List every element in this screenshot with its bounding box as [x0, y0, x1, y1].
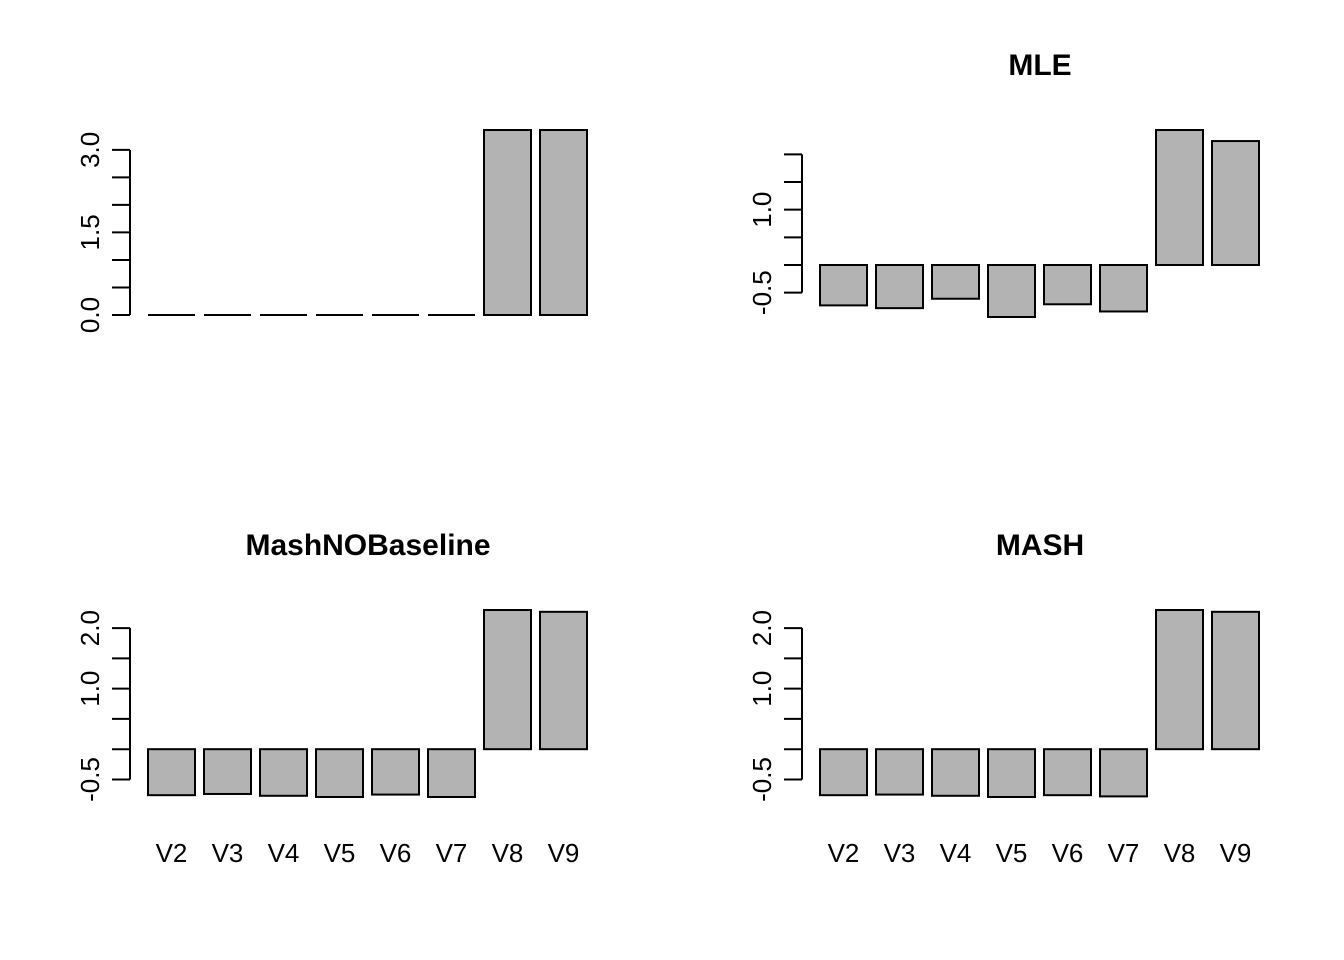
- x-category-label: V4: [268, 838, 300, 868]
- x-category-label: V9: [1220, 838, 1252, 868]
- bar-V8: [1155, 129, 1204, 266]
- x-category-label: V4: [940, 838, 972, 868]
- bar-V4: [259, 748, 308, 797]
- bar-V8: [483, 609, 532, 751]
- x-category-label: V2: [156, 838, 188, 868]
- y-tick-label: 1.5: [75, 214, 105, 250]
- bar-V5: [987, 263, 1036, 318]
- bar-V7: [1099, 748, 1148, 798]
- panel-4: MASH -0.5 1.0 2.0 V2 V3 V4 V5 V6 V7 V8 V9: [747, 529, 1260, 868]
- bar-V7: [1099, 263, 1148, 313]
- x-category-label: V3: [884, 838, 916, 868]
- panel-title: MLE: [1008, 49, 1071, 82]
- bar-V8: [1155, 609, 1204, 751]
- chart-panels: 0.0 1.5 3.0 MLE -0.5 1.0 MashNOBaseline -0.5 1.0…: [75, 49, 1260, 868]
- y-tick-label: 3.0: [75, 132, 105, 168]
- x-category-label: V8: [492, 838, 524, 868]
- bar-V6: [1043, 748, 1092, 797]
- x-category-label: V6: [1052, 838, 1084, 868]
- bar-V3: [203, 748, 252, 795]
- bar-V5: [315, 748, 364, 798]
- bar-V2: [819, 748, 868, 797]
- x-category-label: V5: [996, 838, 1028, 868]
- panel-title: MASH: [996, 529, 1084, 562]
- y-tick-label: -0.5: [747, 757, 777, 802]
- x-category-label: V2: [828, 838, 860, 868]
- bar-V2: [819, 263, 868, 307]
- bar-V9: [539, 129, 588, 316]
- x-category-label: V3: [212, 838, 244, 868]
- bar-V8: [483, 129, 532, 316]
- bar-V4: [931, 748, 980, 797]
- panel-1: 0.0 1.5 3.0: [75, 129, 588, 333]
- bar-V3: [875, 748, 924, 796]
- bar-V2: [147, 748, 196, 797]
- bar-V4: [931, 263, 980, 300]
- x-category-label: V7: [1108, 838, 1140, 868]
- y-tick-label: 1.0: [75, 671, 105, 707]
- y-tick-label: 1.0: [747, 671, 777, 707]
- x-category-label: V5: [324, 838, 356, 868]
- panel-2: MLE -0.5 1.0: [747, 49, 1260, 318]
- bar-V9: [1211, 610, 1260, 751]
- y-tick-label: 2.0: [747, 610, 777, 646]
- y-tick-label: -0.5: [75, 757, 105, 802]
- bar-V3: [875, 263, 924, 310]
- bar-V9: [1211, 140, 1260, 266]
- x-category-label: V8: [1164, 838, 1196, 868]
- x-category-label: V6: [380, 838, 412, 868]
- x-category-label: V9: [548, 838, 580, 868]
- y-tick-label: 2.0: [75, 610, 105, 646]
- bar-V9: [539, 610, 588, 751]
- x-category-label: V7: [436, 838, 468, 868]
- bar-V6: [371, 748, 420, 796]
- bar-V6: [1043, 263, 1092, 306]
- panel-title: MashNOBaseline: [245, 529, 490, 562]
- y-tick-label: -0.5: [747, 270, 777, 315]
- y-tick-label: 0.0: [75, 297, 105, 333]
- y-tick-label: 1.0: [747, 192, 777, 228]
- bar-V5: [987, 748, 1036, 798]
- bar-V7: [427, 748, 476, 798]
- panel-3: MashNOBaseline -0.5 1.0 2.0 V2 V3 V4 V5 V6 V7 V8 V9: [75, 529, 588, 868]
